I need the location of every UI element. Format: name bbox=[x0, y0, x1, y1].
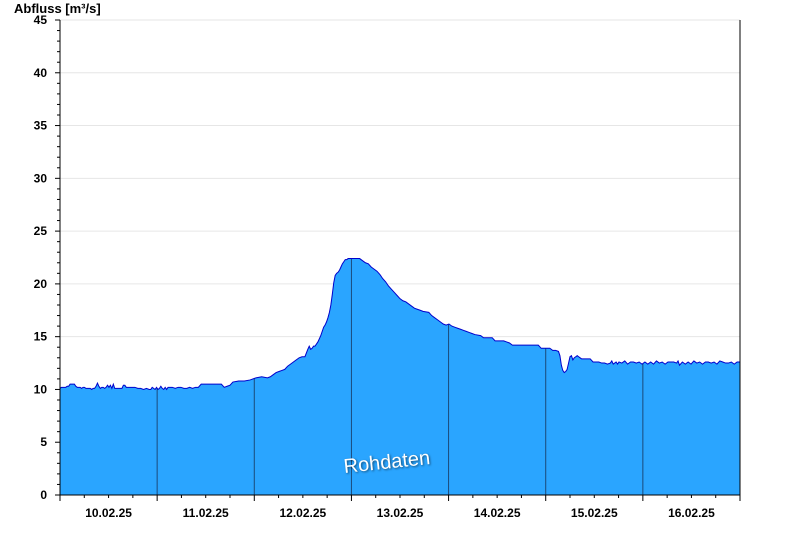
x-tick-label-14.02.25: 14.02.25 bbox=[474, 506, 521, 520]
x-tick-label-12.02.25: 12.02.25 bbox=[279, 506, 326, 520]
day-separators bbox=[156, 258, 644, 495]
y-tick-label-10: 10 bbox=[34, 382, 48, 396]
y-tick-label-40: 40 bbox=[34, 66, 48, 80]
discharge-area bbox=[60, 258, 740, 495]
y-tick-label-30: 30 bbox=[34, 171, 48, 185]
axes bbox=[55, 19, 741, 501]
x-tick-label-11.02.25: 11.02.25 bbox=[183, 506, 229, 520]
y-axis-title: Abfluss [m³/s] bbox=[14, 1, 101, 16]
x-tick-labels: 10.02.25 11.02.25 12.02.25 13.02.25 14.02.25… bbox=[85, 506, 715, 520]
y-tick-label-15: 15 bbox=[34, 330, 48, 344]
x-tick-label-10.02.25: 10.02.25 bbox=[85, 506, 132, 520]
x-tick-label-16.02.25: 16.02.25 bbox=[668, 506, 715, 520]
y-tick-label-25: 25 bbox=[34, 224, 48, 238]
y-tick-label-45: 45 bbox=[34, 13, 48, 27]
y-tick-label-0: 0 bbox=[40, 488, 47, 502]
x-tick-label-15.02.25: 15.02.25 bbox=[571, 506, 618, 520]
x-tick-label-13.02.25: 13.02.25 bbox=[377, 506, 424, 520]
y-tick-label-5: 5 bbox=[40, 435, 47, 449]
y-tick-label-20: 20 bbox=[34, 277, 48, 291]
y-tick-label-35: 35 bbox=[34, 119, 48, 133]
discharge-line bbox=[59, 258, 740, 391]
y-tick-labels: 0 5 10 15 20 25 30 35 40 45 bbox=[34, 13, 48, 502]
